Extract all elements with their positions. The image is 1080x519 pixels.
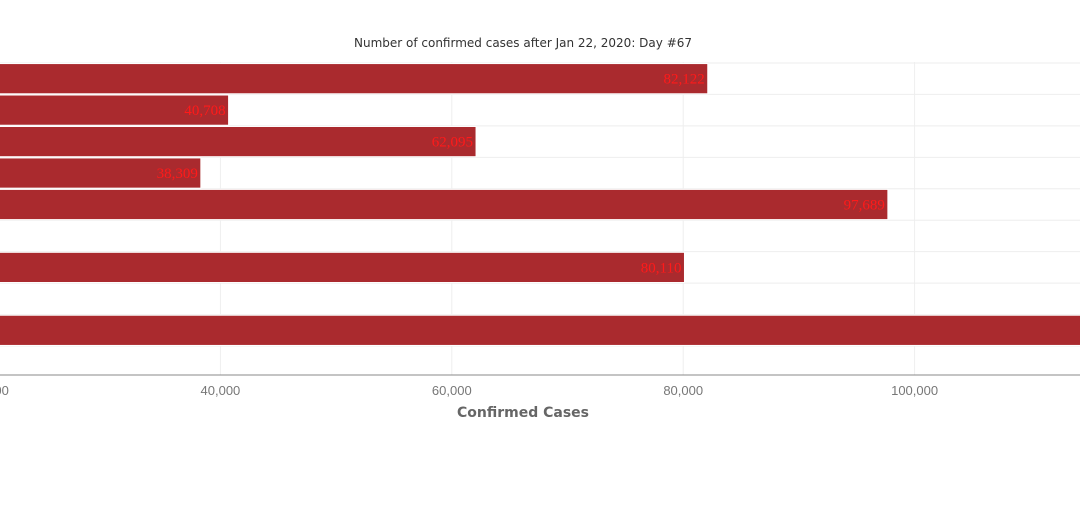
x-tick-label-2: 60,000 [432,383,472,398]
x-axis-ticks: 20,000 40,000 60,000 80,000 100,000 [0,383,938,398]
bars [0,63,1080,346]
grid-lines [0,62,1080,375]
bar-0 [0,63,709,95]
bar-1 [0,94,230,126]
bar-2 [0,125,477,158]
chart-title: Number of confirmed cases after Jan 22, … [354,36,692,50]
bar-8 [0,314,1080,346]
bar-value-label-1: 40,708 [184,103,225,119]
x-axis-title: Confirmed Cases [457,405,589,421]
bar-value-label-4: 97,689 [844,198,885,214]
x-tick-label-0: 20,000 [0,383,9,398]
bar-value-labels: 82,122 40,708 62,095 38,309 97,689 80,110 [157,72,885,277]
x-tick-label-1: 40,000 [201,383,241,398]
bar-value-label-0: 82,122 [664,72,705,88]
x-tick-label-4: 100,000 [891,383,938,398]
bar-value-label-6: 80,110 [641,260,682,276]
bar-value-label-2: 62,095 [432,135,473,151]
bar-6 [0,251,685,284]
x-tick-label-3: 80,000 [663,383,703,398]
bar-3 [0,157,202,189]
bar-4 [0,188,889,221]
bar-value-label-3: 38,309 [157,166,198,182]
